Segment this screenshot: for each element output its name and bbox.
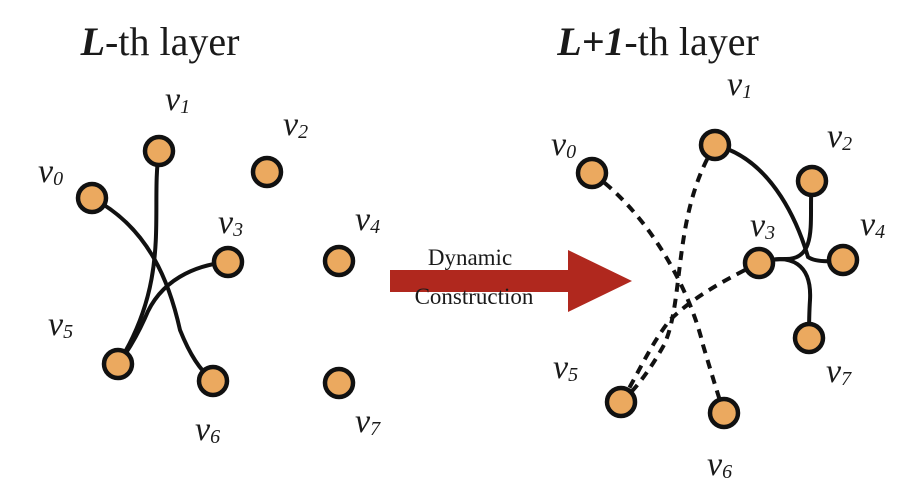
right-title: L+1-th layer bbox=[556, 19, 759, 64]
label-sub: 0 bbox=[566, 141, 576, 163]
right-node-v7 bbox=[792, 321, 826, 355]
label-sub: 6 bbox=[210, 426, 220, 448]
right-title-var: L+1 bbox=[556, 19, 624, 64]
arrow-label-line1: Dynamic bbox=[428, 245, 512, 270]
left-node-v6 bbox=[196, 364, 230, 398]
label-letter: v bbox=[218, 204, 234, 241]
label-sub: 3 bbox=[232, 219, 243, 241]
right-node-v1 bbox=[698, 128, 732, 162]
right-nodes bbox=[575, 128, 860, 430]
left-label-v5: v5 bbox=[48, 306, 73, 343]
right-edges bbox=[590, 143, 845, 414]
right-node-v2 bbox=[795, 164, 829, 198]
label-letter: v bbox=[38, 153, 54, 190]
label-letter: v bbox=[551, 126, 567, 163]
right-label-v4: v4 bbox=[860, 206, 885, 243]
left-node-v4 bbox=[322, 244, 356, 278]
arrow-shape bbox=[390, 250, 632, 312]
label-letter: v bbox=[355, 201, 371, 238]
right-edge-v1-v4 bbox=[713, 143, 845, 264]
left-label-v2: v2 bbox=[283, 106, 308, 143]
label-letter: v bbox=[283, 106, 299, 143]
left-nodes bbox=[75, 134, 356, 400]
right-label-v7: v7 bbox=[826, 353, 852, 390]
left-label-v6: v6 bbox=[195, 411, 220, 448]
left-title-rest: -th layer bbox=[105, 19, 239, 64]
right-node-v4 bbox=[826, 243, 860, 277]
right-edge-v1-v5 bbox=[619, 143, 717, 404]
right-label-v6: v6 bbox=[707, 446, 732, 483]
label-letter: v bbox=[826, 353, 842, 390]
right-edge-v0-v6 bbox=[590, 171, 726, 414]
left-edge-v0-v6 bbox=[90, 196, 215, 383]
right-label-v5: v5 bbox=[553, 349, 578, 386]
label-sub: 4 bbox=[370, 216, 380, 238]
left-label-v1: v1 bbox=[165, 81, 190, 118]
right-label-v3: v3 bbox=[750, 207, 775, 244]
label-sub: 0 bbox=[53, 168, 63, 190]
label-letter: v bbox=[355, 403, 371, 440]
right-labels: v0 v1 v2 v3 v4 v5 v6 v7 bbox=[551, 66, 885, 483]
label-letter: v bbox=[48, 306, 64, 343]
right-label-v0: v0 bbox=[551, 126, 576, 163]
left-node-v7 bbox=[322, 366, 356, 400]
label-sub: 1 bbox=[742, 81, 752, 103]
left-edge-v1-v5 bbox=[116, 149, 161, 366]
arrow-label-line2: Construction bbox=[415, 284, 534, 309]
label-sub: 7 bbox=[370, 418, 381, 440]
right-node-v3 bbox=[742, 246, 776, 280]
right-title-rest: -th layer bbox=[624, 19, 758, 64]
left-node-v3 bbox=[211, 245, 245, 279]
label-sub: 3 bbox=[764, 222, 775, 244]
left-label-v0: v0 bbox=[38, 153, 63, 190]
label-sub: 5 bbox=[568, 364, 578, 386]
right-label-v1: v1 bbox=[727, 66, 752, 103]
label-sub: 1 bbox=[180, 96, 190, 118]
left-node-v0 bbox=[75, 181, 109, 215]
left-edge-v3-v5 bbox=[116, 260, 230, 366]
left-title-var: L bbox=[80, 19, 105, 64]
right-node-v0 bbox=[575, 156, 609, 190]
left-labels: v0 v1 v2 v3 v4 v5 v6 v7 bbox=[38, 81, 381, 448]
left-node-v5 bbox=[101, 347, 135, 381]
left-label-v7: v7 bbox=[355, 403, 381, 440]
label-sub: 2 bbox=[842, 133, 852, 155]
left-title: L-th layer bbox=[80, 19, 240, 64]
left-label-v3: v3 bbox=[218, 204, 243, 241]
left-label-v4: v4 bbox=[355, 201, 380, 238]
label-letter: v bbox=[827, 118, 843, 155]
right-label-v2: v2 bbox=[827, 118, 852, 155]
right-node-v6 bbox=[707, 396, 741, 430]
label-sub: 2 bbox=[298, 121, 308, 143]
left-edges bbox=[90, 149, 230, 383]
left-node-v2 bbox=[250, 155, 284, 189]
label-sub: 7 bbox=[841, 368, 852, 390]
label-letter: v bbox=[707, 446, 723, 483]
label-sub: 6 bbox=[722, 461, 732, 483]
label-letter: v bbox=[860, 206, 876, 243]
dynamic-construction-arrow: Dynamic Construction bbox=[390, 245, 632, 312]
right-node-v5 bbox=[604, 385, 638, 419]
label-letter: v bbox=[165, 81, 181, 118]
label-sub: 5 bbox=[63, 321, 73, 343]
label-sub: 4 bbox=[875, 221, 885, 243]
left-node-v1 bbox=[142, 134, 176, 168]
right-edge-v3-v5 bbox=[619, 261, 760, 404]
label-letter: v bbox=[750, 207, 766, 244]
label-letter: v bbox=[727, 66, 743, 103]
label-letter: v bbox=[195, 411, 211, 448]
label-letter: v bbox=[553, 349, 569, 386]
